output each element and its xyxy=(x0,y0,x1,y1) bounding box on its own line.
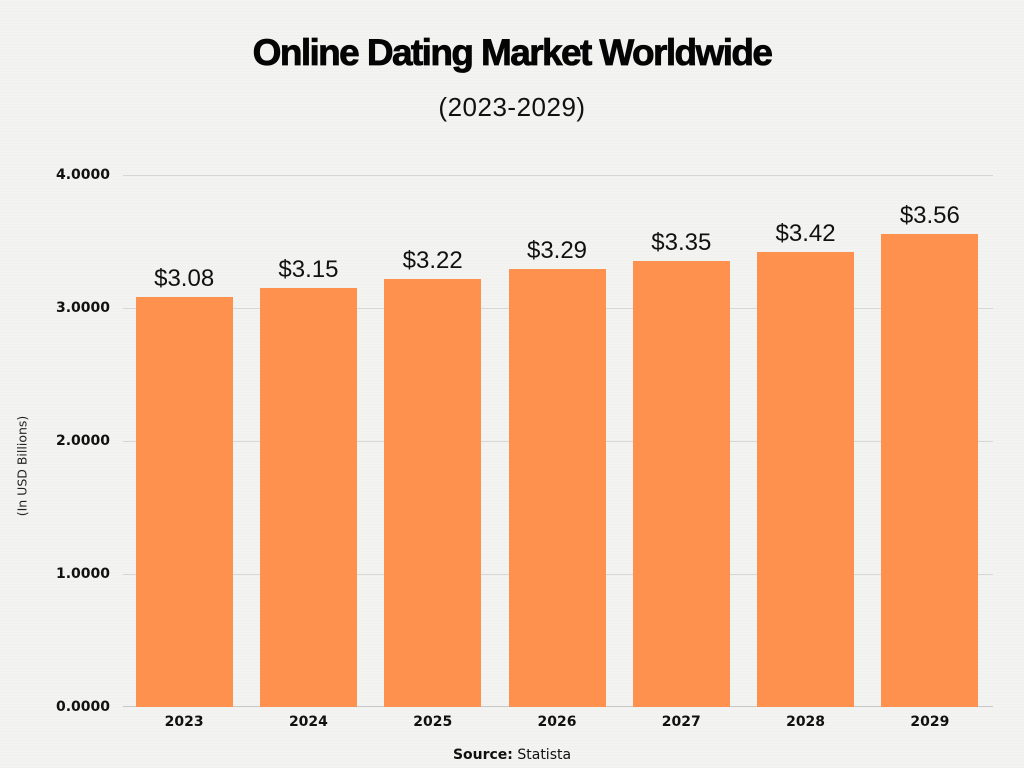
y-tick-label: 1.0000 xyxy=(55,566,110,582)
source-note: Source: Statista xyxy=(0,747,1024,763)
x-tick-label: 2027 xyxy=(661,714,701,730)
x-tick-label: 2026 xyxy=(537,714,577,730)
y-tick-label: 2.0000 xyxy=(55,433,110,449)
y-tick-label: 4.0000 xyxy=(55,167,110,183)
bar-2028 xyxy=(757,252,855,707)
bar-value-label: $3.29 xyxy=(526,237,588,265)
plot-area xyxy=(123,175,993,707)
x-tick-label: 2023 xyxy=(164,714,204,730)
bar-value-label: $3.08 xyxy=(154,265,215,293)
x-tick-label: 2024 xyxy=(288,714,328,730)
y-tick-label: 3.0000 xyxy=(55,300,110,316)
bar-2026 xyxy=(508,269,606,707)
bar-value-label: $3.35 xyxy=(651,229,712,257)
chart-subtitle: (2023-2029) xyxy=(438,92,586,122)
source-value: Statista xyxy=(517,747,572,763)
gridline xyxy=(123,175,993,176)
y-axis-label: (In USD Billions) xyxy=(14,415,30,517)
bar-2027 xyxy=(632,261,730,707)
y-tick-label: 0.0000 xyxy=(55,699,110,715)
bar-2024 xyxy=(259,288,357,707)
source-label: Source: xyxy=(452,747,513,763)
bar-2023 xyxy=(135,297,233,707)
x-tick-label: 2025 xyxy=(413,714,453,730)
bar-value-label: $3.15 xyxy=(278,256,339,284)
bar-value-label: $3.56 xyxy=(899,201,960,229)
chart-title: Online Dating Market Worldwide xyxy=(252,32,773,74)
bar-2029 xyxy=(881,233,979,707)
x-tick-label: 2028 xyxy=(786,714,826,730)
x-tick-label: 2029 xyxy=(910,714,950,730)
bar-value-label: $3.22 xyxy=(402,246,463,274)
bar-2025 xyxy=(384,278,482,707)
bar-value-label: $3.42 xyxy=(775,220,836,248)
